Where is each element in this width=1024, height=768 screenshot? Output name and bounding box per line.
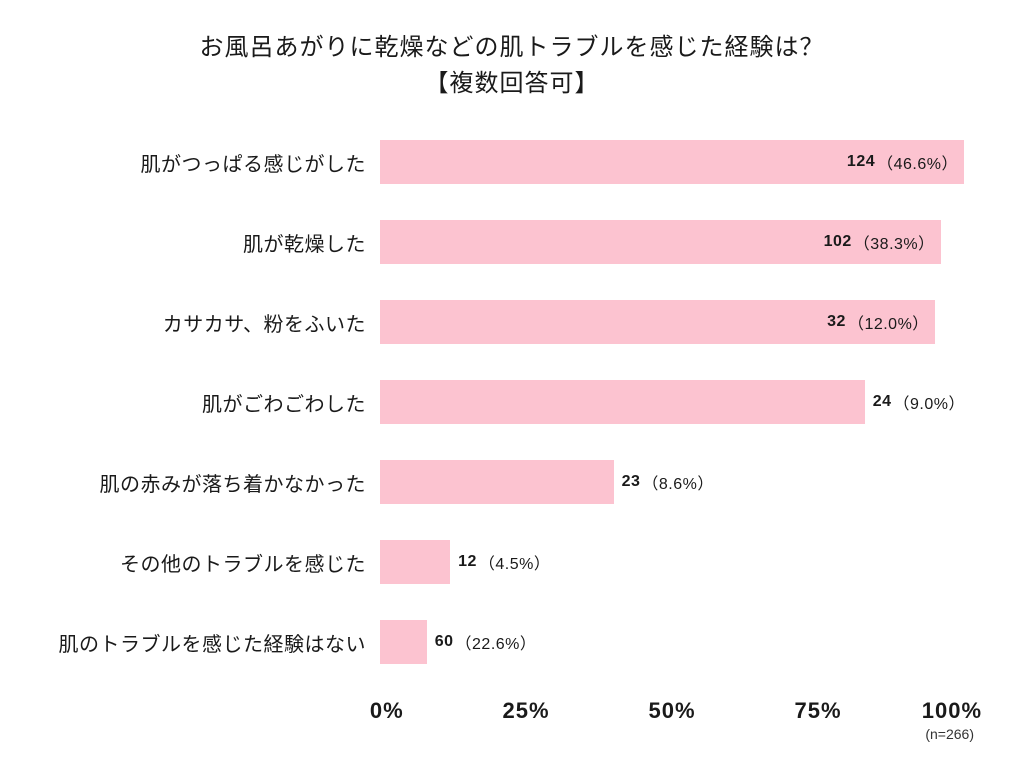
value-percent: （38.3%） xyxy=(854,230,935,254)
value-count: 12 xyxy=(458,553,477,571)
value-count: 60 xyxy=(435,633,454,651)
x-axis-tick: 0% xyxy=(370,698,404,724)
value-percent: （9.0%） xyxy=(894,390,965,414)
chart-title-line2: 【複数回答可】 xyxy=(425,70,600,97)
x-axis-tick: 50% xyxy=(648,698,695,724)
chart-title-line1: お風呂あがりに乾燥などの肌トラブルを感じた経験は？ xyxy=(200,34,825,61)
bar xyxy=(380,540,450,584)
value-percent: （4.5%） xyxy=(479,550,550,574)
chart-row: その他のトラブルを感じた 12（4.5%） xyxy=(20,522,1004,602)
bar-track: 24（9.0%） xyxy=(380,380,964,424)
bar xyxy=(380,620,427,664)
value-label: 24（9.0%） xyxy=(873,380,965,424)
category-label: カサカサ、粉をふいた xyxy=(20,308,380,337)
x-axis-tick: 75% xyxy=(794,698,841,724)
chart-row: カサカサ、粉をふいた 32（12.0%） xyxy=(20,282,1004,362)
chart-row: 肌が乾燥した 102（38.3%） xyxy=(20,202,1004,282)
value-percent: （12.0%） xyxy=(848,310,929,334)
chart-title: お風呂あがりに乾燥などの肌トラブルを感じた経験は？ 【複数回答可】 xyxy=(20,30,1004,102)
category-label: 肌がごわごわした xyxy=(20,388,380,417)
category-label: 肌がつっぱる感じがした xyxy=(20,148,380,177)
value-percent: （8.6%） xyxy=(642,470,713,494)
value-count: 24 xyxy=(873,393,892,411)
x-axis: 0%25%50%75%100% xyxy=(380,698,964,728)
bar-track: 124（46.6%） xyxy=(380,140,964,184)
category-label: その他のトラブルを感じた xyxy=(20,548,380,577)
bar xyxy=(380,460,614,504)
value-label: 12（4.5%） xyxy=(458,540,550,584)
bar-track: 60（22.6%） xyxy=(380,620,964,664)
value-label: 60（22.6%） xyxy=(435,620,537,664)
value-label: 124（46.6%） xyxy=(847,140,958,184)
value-percent: （46.6%） xyxy=(877,150,958,174)
value-count: 32 xyxy=(827,313,846,331)
chart-row: 肌がごわごわした 24（9.0%） xyxy=(20,362,1004,442)
category-label: 肌が乾燥した xyxy=(20,228,380,257)
category-label: 肌の赤みが落ち着かなかった xyxy=(20,468,380,497)
value-count: 23 xyxy=(622,473,641,491)
category-label: 肌のトラブルを感じた経験はない xyxy=(20,628,380,657)
x-axis-tick: 25% xyxy=(502,698,549,724)
chart-row: 肌の赤みが落ち着かなかった 23（8.6%） xyxy=(20,442,1004,522)
sample-size-note: (n=266) xyxy=(925,726,974,742)
chart-page: お風呂あがりに乾燥などの肌トラブルを感じた経験は？ 【複数回答可】 肌がつっぱる… xyxy=(0,0,1024,768)
value-percent: （22.6%） xyxy=(456,630,537,654)
chart-area: 肌がつっぱる感じがした 124（46.6%） 肌が乾燥した 102（38.3%） カサカ… xyxy=(20,122,1004,682)
value-count: 124 xyxy=(847,153,875,171)
value-count: 102 xyxy=(824,233,852,251)
bar-track: 32（12.0%） xyxy=(380,300,964,344)
chart-rows: 肌がつっぱる感じがした 124（46.6%） 肌が乾燥した 102（38.3%） カサカ… xyxy=(20,122,1004,682)
value-label: 102（38.3%） xyxy=(824,220,935,264)
value-label: 32（12.0%） xyxy=(827,300,929,344)
chart-row: 肌のトラブルを感じた経験はない 60（22.6%） xyxy=(20,602,1004,682)
value-label: 23（8.6%） xyxy=(622,460,714,504)
bar xyxy=(380,380,865,424)
bar-track: 12（4.5%） xyxy=(380,540,964,584)
x-axis-tick: 100% xyxy=(922,698,982,724)
bar-track: 23（8.6%） xyxy=(380,460,964,504)
bar-track: 102（38.3%） xyxy=(380,220,964,264)
chart-row: 肌がつっぱる感じがした 124（46.6%） xyxy=(20,122,1004,202)
